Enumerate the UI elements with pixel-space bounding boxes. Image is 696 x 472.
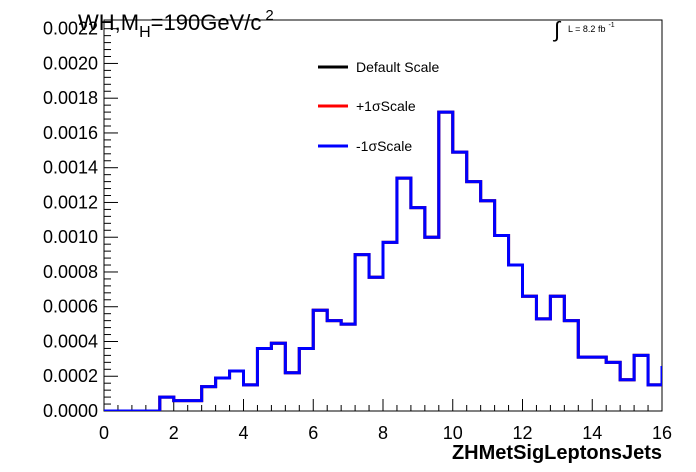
lumi-text: L = 8.2 fb <box>568 24 605 34</box>
lumi-integral: ∫ <box>552 17 562 42</box>
x-tick-label: 10 <box>443 423 463 443</box>
y-tick-label: 0.0012 <box>43 192 98 212</box>
x-tick-label: 2 <box>169 423 179 443</box>
y-tick-label: 0.0016 <box>43 123 98 143</box>
x-tick-label: 4 <box>238 423 248 443</box>
series-line-0 <box>104 110 662 411</box>
x-axis-title: ZHMetSigLeptonsJets <box>452 442 662 464</box>
series-line-2 <box>104 110 662 411</box>
series-line-1 <box>104 110 662 411</box>
x-tick-label: 14 <box>582 423 602 443</box>
y-tick-label: 0.0008 <box>43 262 98 282</box>
title-superscript: 2 <box>265 7 273 24</box>
title-main: WH,M <box>78 10 139 35</box>
x-tick-label: 6 <box>308 423 318 443</box>
legend-label-minus1sigma: -1σScale <box>356 138 412 154</box>
y-tick-label: 0.0018 <box>43 88 98 108</box>
y-tick-label: 0.0010 <box>43 227 98 247</box>
title-rest: =190GeV/c <box>151 10 262 35</box>
y-tick-label: 0.0002 <box>43 366 98 386</box>
x-tick-label: 12 <box>512 423 532 443</box>
x-tick-label: 0 <box>99 423 109 443</box>
y-tick-label: 0.0014 <box>43 158 98 178</box>
legend-label-default: Default Scale <box>356 59 439 75</box>
series-group <box>104 110 662 411</box>
y-axis: 0.0000 0.0002 0.0004 0.0006 0.0008 0.0010 0.00… <box>43 19 118 421</box>
x-axis: 0 2 4 6 8 10 12 14 16 <box>99 399 672 443</box>
chart-title: WH,MH=190GeV/c 2 <box>78 7 274 41</box>
y-tick-label: 0.0022 <box>43 19 98 39</box>
lumi-superscript: -1 <box>608 22 614 29</box>
y-tick-label: 0.0020 <box>43 53 98 73</box>
y-tick-label: 0.0000 <box>43 401 98 421</box>
lumi-label: L = 8.2 fb -1 <box>568 22 615 34</box>
legend: Default Scale +1σScale -1σScale <box>318 59 439 154</box>
x-tick-label: 16 <box>652 423 672 443</box>
legend-label-plus1sigma: +1σScale <box>356 98 416 114</box>
y-tick-label: 0.0006 <box>43 297 98 317</box>
title-subscript: H <box>139 24 151 41</box>
x-tick-label: 8 <box>378 423 388 443</box>
y-tick-label: 0.0004 <box>43 331 98 351</box>
